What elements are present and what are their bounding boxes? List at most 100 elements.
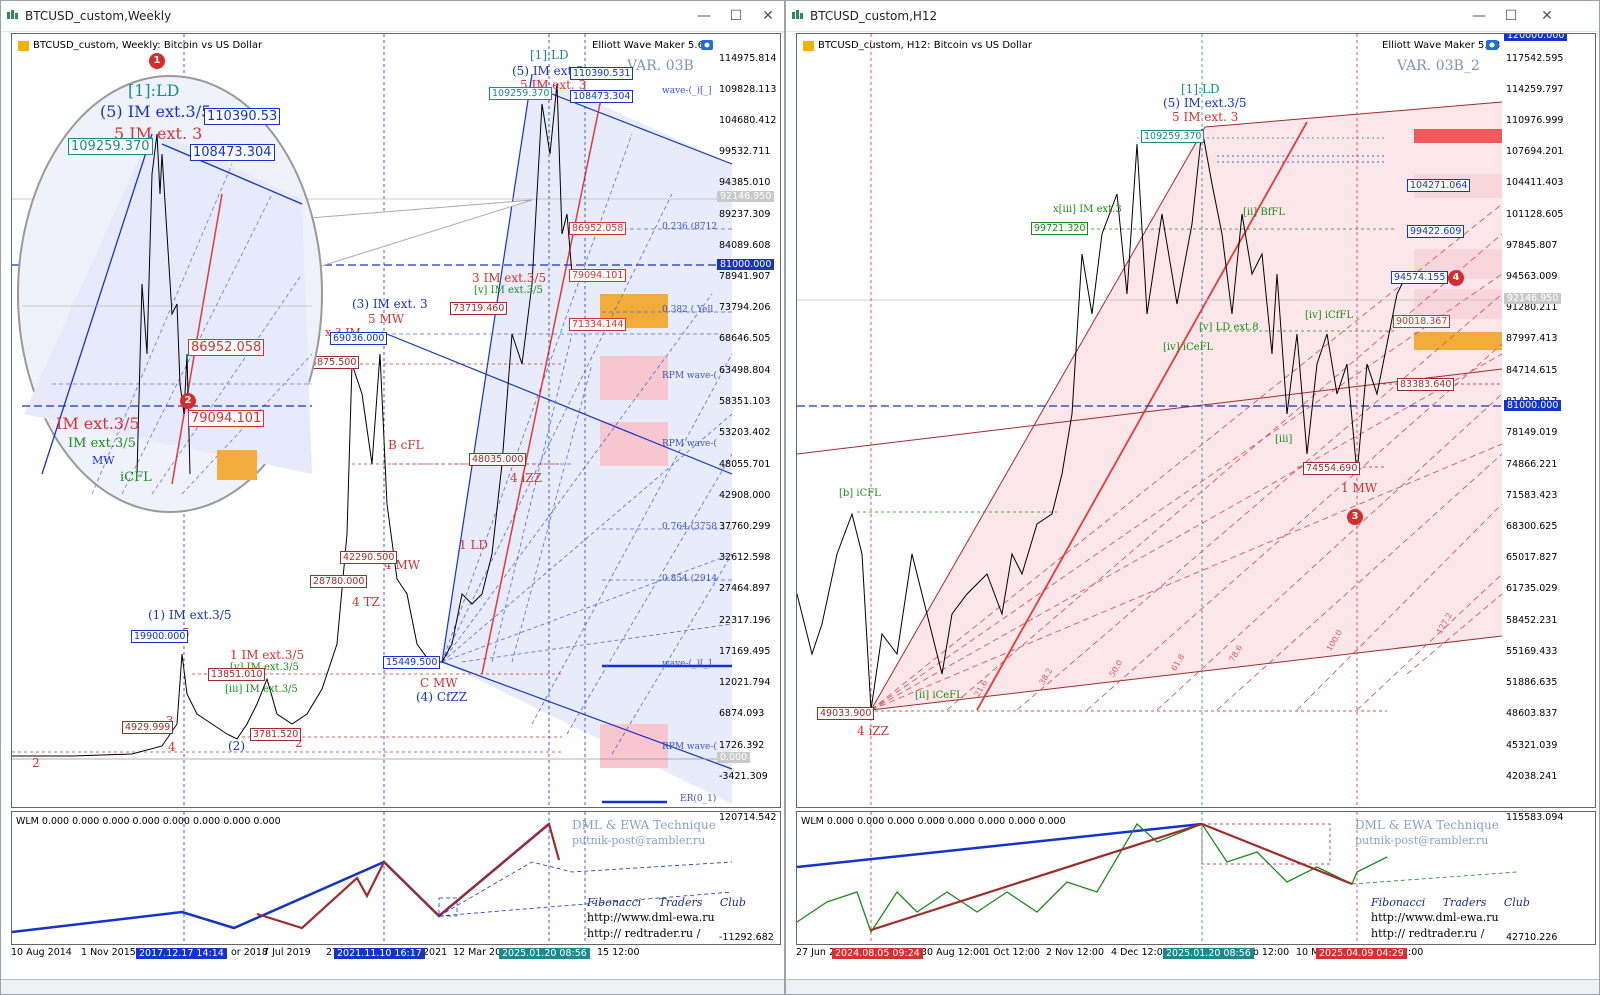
- maximize-button[interactable]: ☐: [729, 8, 743, 24]
- wave-label: (3) IM ext. 3: [352, 297, 428, 311]
- zoom-price-box: 110390.53: [204, 108, 281, 125]
- right-indicator-panel[interactable]: WLM 0.000 0.000 0.000 0.000 0.000 0.000 …: [796, 811, 1596, 945]
- var-label: VAR. 03B: [627, 58, 694, 74]
- close-button[interactable]: ✕: [1541, 8, 1553, 24]
- price-tag-current: 92146.950: [717, 191, 775, 202]
- price-box: 110390.531: [570, 67, 634, 80]
- price-box: 73719.460: [450, 302, 508, 315]
- right-indicator-scale: 115583.094 42710.226: [1506, 812, 1564, 943]
- price-box: 94574.155: [1391, 271, 1449, 284]
- left-window-titlebar[interactable]: BTCUSD_custom,Weekly — ☐ ✕: [1, 1, 784, 32]
- credit-url[interactable]: http://www.dml-ewa.ru: [1371, 911, 1499, 924]
- credit-url[interactable]: http:// redtrader.ru /: [587, 927, 701, 940]
- wave-label: [iv] iCfFL: [1305, 310, 1353, 321]
- wave-label: 4 TZ: [352, 595, 380, 609]
- wave-label: wave-(_)[_]: [662, 659, 712, 669]
- time-badge: 2025.01.20 08:56: [1163, 948, 1254, 959]
- wave-label: C MW: [420, 676, 458, 690]
- price-series: [12, 83, 573, 757]
- right-window-titlebar[interactable]: BTCUSD_custom,H12 — ☐ ✕: [786, 1, 1599, 32]
- fib-fan: [870, 203, 1503, 711]
- price-box: 48035.000: [469, 453, 527, 466]
- price-box: 99721.320: [1031, 222, 1089, 235]
- wave-label: [iii]: [1275, 434, 1293, 445]
- chart-window-icon: [792, 10, 803, 19]
- left-price-scale: 114975.814 109828.113 104680.412 99532.7…: [719, 53, 777, 782]
- maximize-button[interactable]: ☐: [1504, 8, 1518, 24]
- wave-label: 4 iZZ: [857, 724, 889, 738]
- zoom-price-box: 109259.370: [68, 138, 153, 155]
- wave-label: wave-(_)[_]: [662, 86, 712, 96]
- price-box: 86952.058: [569, 222, 627, 235]
- price-box: 13851.010: [208, 668, 266, 681]
- price-box: 71334.144: [569, 318, 627, 331]
- red-trendline: [481, 93, 603, 675]
- left-indicator-panel[interactable]: WLM 0.000 0.000 0.000 0.000 0.000 0.000 …: [11, 811, 781, 945]
- wave-label: (1) IM ext.3/5: [148, 608, 232, 622]
- ewm-label: Elliott Wave Maker 5.63: [1382, 40, 1501, 51]
- wave-label: [v] IM ext.3/5: [230, 662, 299, 673]
- wave-label: [ii] BfFL: [1243, 207, 1286, 218]
- ewm-label: Elliott Wave Maker 5.63: [592, 40, 711, 51]
- wave-label: [iii] IM ext.3/5: [225, 684, 298, 695]
- price-box: 104271.064: [1407, 179, 1471, 192]
- rpm-label: RPM wave-(: [662, 371, 717, 381]
- right-main-chart[interactable]: BTCUSD_custom, H12: Bitcoin vs US Dollar…: [796, 33, 1596, 808]
- left-indicator-scale: 120714.542 -11292.682: [719, 812, 777, 943]
- time-badge: 2024.08.05 09:24: [832, 948, 923, 959]
- price-tag-81000: 81000.000: [1504, 400, 1562, 411]
- wlm-indicator-canvas: [12, 812, 733, 944]
- wave-label: [b] iCFL: [839, 488, 881, 499]
- zoom-price-box: 79094.101: [188, 410, 265, 427]
- left-window-title: BTCUSD_custom,Weekly: [25, 9, 172, 23]
- minimize-button[interactable]: —: [1472, 8, 1486, 24]
- wave-label: 4 iZZ: [510, 471, 542, 485]
- wave-label: (4) CfZZ: [416, 690, 468, 704]
- wave-label: 4: [168, 740, 176, 754]
- price-tag-top: 120000.000: [1504, 34, 1568, 41]
- channel-fill: [442, 74, 732, 804]
- green-levels: [857, 228, 1397, 513]
- var-label: VAR. 03B_2: [1397, 58, 1480, 74]
- right-window-title: BTCUSD_custom,H12: [810, 9, 938, 23]
- settings-icon[interactable]: [1485, 39, 1499, 51]
- wave-label: 3 IM ext.3/5: [472, 271, 547, 285]
- minimize-button[interactable]: —: [697, 8, 711, 24]
- price-box: 28780.000: [310, 575, 368, 588]
- price-tag-zero: 0.000: [717, 752, 751, 763]
- time-badge: 2025.01.20 08:56: [499, 948, 590, 959]
- chart-symbol-icon: [18, 40, 29, 51]
- right-chart-window[interactable]: BTCUSD_custom,H12 — ☐ ✕: [785, 0, 1600, 995]
- wlm-readout: WLM 0.000 0.000 0.000 0.000 0.000 0.000 …: [16, 816, 281, 827]
- marker-4: 4: [1448, 270, 1464, 286]
- wave-label: [iv] iCeFL: [1163, 342, 1214, 353]
- wave-label: [v] IM ext.3/5: [474, 285, 543, 296]
- left-chart-window[interactable]: BTCUSD_custom,Weekly — ☐ ✕: [0, 0, 785, 995]
- zoom-wave-label: MW: [92, 454, 115, 467]
- price-box: 42290.500: [340, 551, 398, 564]
- price-box: 108473.304: [570, 90, 634, 103]
- settings-icon[interactable]: [700, 39, 714, 51]
- wave-label: 5 MW: [368, 312, 405, 326]
- credit-url[interactable]: http://www.dml-ewa.ru: [587, 911, 715, 924]
- er-label: ER(0_1): [680, 794, 717, 804]
- fib-label: 0.854 (2914: [662, 574, 718, 584]
- marker-2: 2: [180, 393, 196, 409]
- zoom-wave-label: IM ext.3/5: [68, 436, 136, 451]
- credit-url[interactable]: http:// redtrader.ru /: [1371, 927, 1485, 940]
- left-main-chart[interactable]: BTCUSD_custom, Weekly: Bitcoin vs US Dol…: [11, 33, 781, 808]
- wave-label: 1 MW: [1341, 481, 1378, 495]
- fib-label: 0.764 (3758: [662, 522, 718, 532]
- left-chart-canvas[interactable]: [12, 34, 781, 808]
- wave-label: 5 IM ext. 3: [1172, 110, 1239, 124]
- red-trendline: [976, 121, 1308, 711]
- credit-email: putnik-post@rambler.ru: [572, 834, 706, 847]
- close-button[interactable]: ✕: [762, 8, 774, 24]
- price-box: 90018.367: [1393, 315, 1451, 328]
- target-zone-pink-3: [600, 724, 668, 768]
- wave-label: (5) IM ext.3: [512, 64, 584, 78]
- wave-label: x[iii] IM ext.3: [1053, 204, 1122, 215]
- zoom-price-box: 86952.058: [188, 339, 265, 356]
- credit-title: DML & EWA Technique: [572, 818, 716, 832]
- fib-label: 0.236 (8712: [662, 222, 718, 232]
